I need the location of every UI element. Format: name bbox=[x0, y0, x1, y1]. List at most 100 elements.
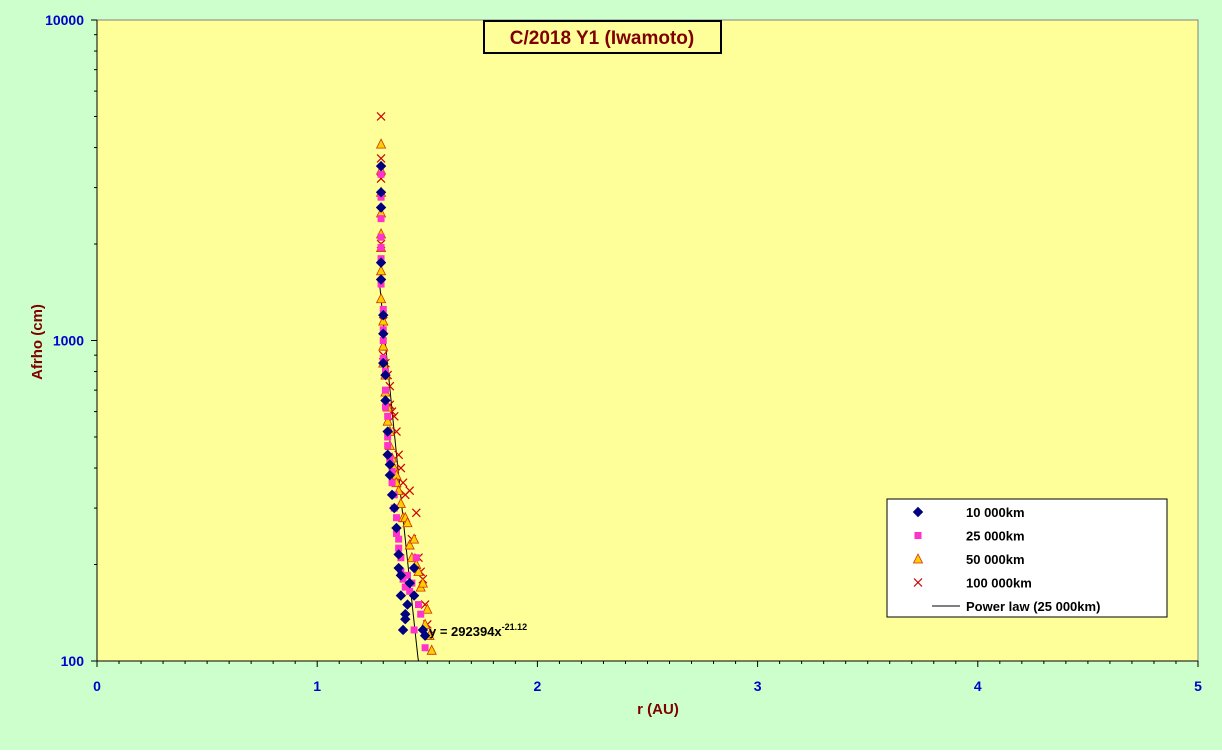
data-point bbox=[375, 202, 387, 213]
data-point bbox=[381, 403, 389, 411]
data-point bbox=[375, 160, 387, 172]
data-point bbox=[378, 357, 389, 369]
y-tick-label: 100 bbox=[61, 653, 85, 669]
data-point bbox=[389, 411, 399, 421]
data-point bbox=[419, 630, 431, 641]
data-point bbox=[376, 153, 386, 163]
data-point bbox=[395, 590, 407, 601]
data-point bbox=[402, 516, 413, 528]
data-point bbox=[392, 514, 400, 522]
x-tick-label: 0 bbox=[93, 678, 101, 694]
legend-label: 100 000km bbox=[966, 576, 1032, 591]
data-point bbox=[379, 337, 387, 344]
data-point bbox=[404, 539, 415, 550]
data-point bbox=[388, 468, 396, 476]
data-point bbox=[375, 257, 387, 268]
data-point bbox=[402, 599, 413, 610]
data-point bbox=[395, 535, 403, 543]
data-point bbox=[381, 386, 389, 394]
data-point bbox=[394, 450, 404, 460]
data-points bbox=[375, 112, 437, 655]
data-point bbox=[408, 590, 420, 601]
legend: 10 000km 25 000km 50 000km 100 000km Power l… bbox=[886, 498, 1168, 618]
data-point bbox=[379, 305, 387, 313]
data-point bbox=[397, 554, 405, 562]
title-box bbox=[483, 20, 722, 54]
trendline-group bbox=[379, 287, 419, 662]
data-point bbox=[377, 233, 385, 241]
x-tick-label: 3 bbox=[754, 678, 762, 694]
axis-ticks bbox=[91, 19, 1199, 667]
data-point bbox=[401, 583, 409, 591]
power-law-trendline bbox=[379, 287, 419, 662]
equation-base: y = 292394x bbox=[429, 624, 502, 639]
equation-exponent: -21.12 bbox=[502, 622, 528, 632]
y-tick-label: 10000 bbox=[45, 12, 84, 28]
data-point bbox=[408, 562, 420, 574]
data-point bbox=[397, 624, 409, 636]
data-point bbox=[377, 244, 385, 252]
x-axis-label: r (AU) bbox=[637, 701, 679, 718]
data-point bbox=[377, 170, 385, 178]
data-point bbox=[382, 449, 393, 460]
data-point bbox=[380, 369, 391, 381]
legend-label: 25 000km bbox=[966, 529, 1025, 544]
data-point bbox=[391, 522, 402, 534]
legend-label: Power law (25 000km) bbox=[966, 599, 1100, 614]
data-point bbox=[376, 112, 386, 121]
data-point bbox=[378, 328, 389, 339]
data-point bbox=[413, 565, 424, 577]
data-point bbox=[378, 315, 389, 326]
legend-label: 50 000km bbox=[966, 552, 1025, 567]
data-point bbox=[400, 614, 411, 625]
data-point bbox=[392, 529, 400, 537]
data-point bbox=[405, 486, 415, 496]
data-point bbox=[388, 479, 396, 487]
data-point bbox=[411, 508, 421, 518]
data-point bbox=[384, 469, 396, 481]
data-point bbox=[399, 575, 407, 583]
data-point bbox=[395, 497, 407, 508]
tick-labels: 0 1 2 3 4 5 100 1000 10000 bbox=[45, 12, 1202, 694]
data-point bbox=[404, 577, 415, 589]
data-point bbox=[395, 544, 403, 552]
data-point bbox=[408, 533, 420, 544]
x-tick-label: 2 bbox=[534, 678, 542, 694]
data-point bbox=[421, 644, 429, 652]
legend-marker bbox=[912, 553, 924, 564]
chart-title: C/2018 Y1 (Iwamoto) bbox=[510, 28, 694, 49]
data-point bbox=[386, 489, 398, 501]
data-point bbox=[377, 215, 385, 223]
data-point bbox=[375, 274, 387, 285]
data-point bbox=[417, 610, 425, 618]
legend-marker bbox=[912, 506, 924, 518]
data-point bbox=[412, 554, 420, 562]
data-point bbox=[393, 549, 404, 560]
y-tick-label: 1000 bbox=[53, 333, 84, 349]
legend-label: 10 000km bbox=[966, 505, 1025, 520]
legend-box bbox=[886, 498, 1168, 618]
data-point bbox=[384, 459, 396, 470]
trendline-equation: y = 292394x-21.12 bbox=[429, 622, 527, 639]
x-tick-label: 5 bbox=[1194, 678, 1202, 694]
x-tick-label: 1 bbox=[313, 678, 321, 694]
data-point bbox=[375, 187, 387, 198]
data-point bbox=[426, 644, 437, 655]
y-axis-label: Afrho (cm) bbox=[29, 304, 46, 380]
data-point bbox=[375, 138, 387, 149]
data-point bbox=[378, 309, 389, 321]
data-point bbox=[382, 415, 393, 426]
data-point bbox=[389, 502, 400, 514]
data-point bbox=[378, 340, 389, 351]
data-point bbox=[375, 292, 387, 304]
data-point bbox=[395, 570, 407, 581]
data-point bbox=[406, 587, 414, 595]
data-point bbox=[422, 603, 433, 614]
data-point bbox=[403, 571, 411, 579]
data-point bbox=[384, 412, 392, 420]
data-point bbox=[414, 601, 422, 609]
legend-marker bbox=[913, 578, 923, 587]
data-point bbox=[417, 577, 429, 588]
